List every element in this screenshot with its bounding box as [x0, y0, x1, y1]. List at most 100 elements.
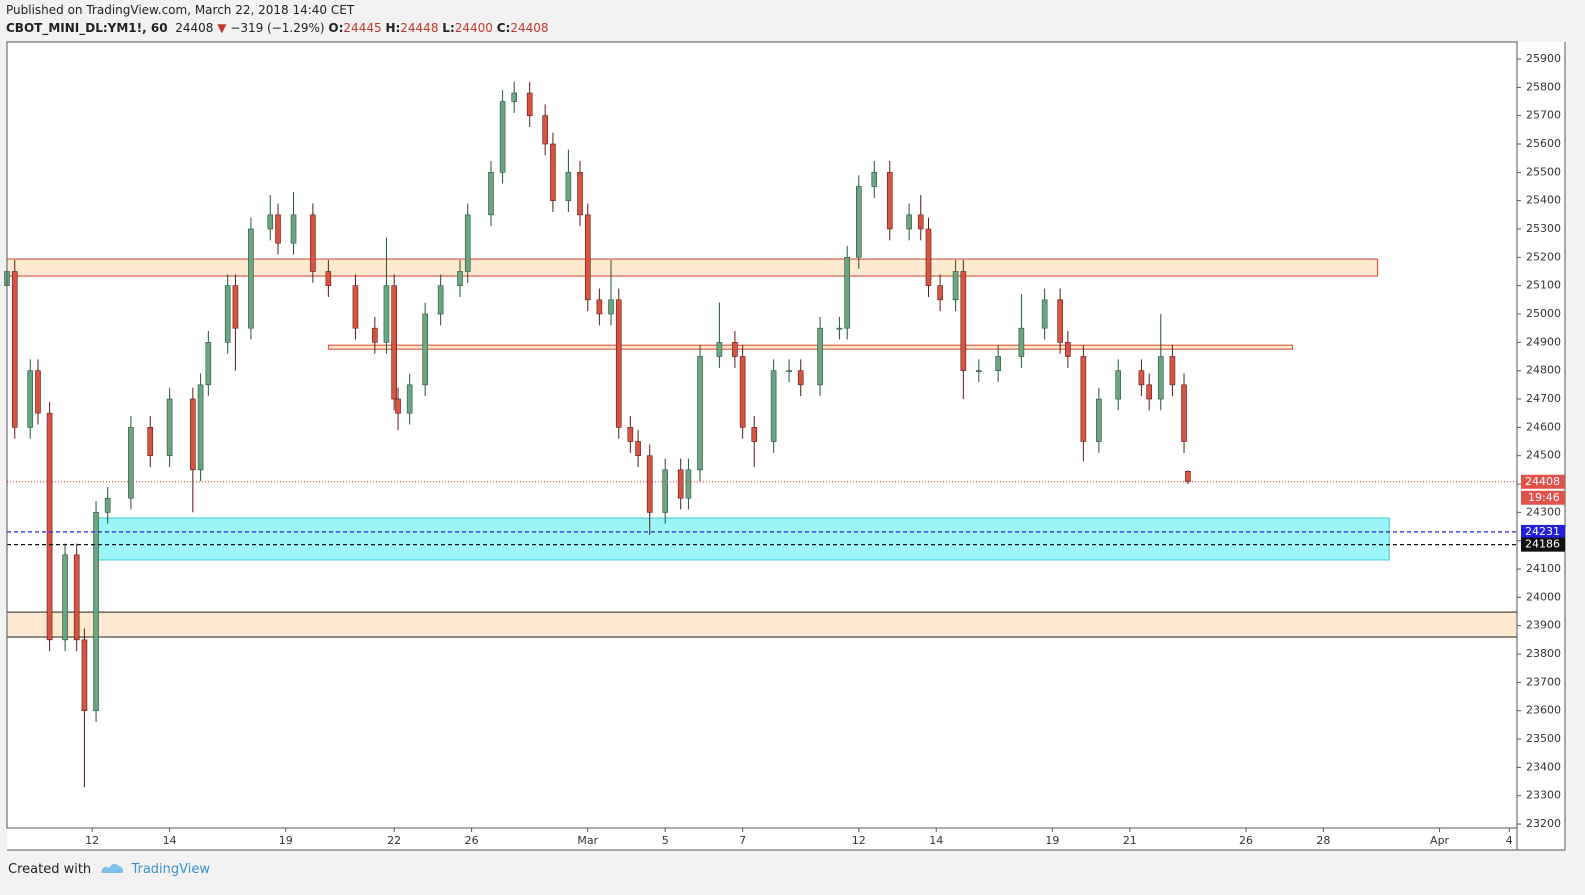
- zone: [327, 344, 1293, 350]
- change: −319 (−1.29%): [230, 21, 325, 35]
- x-tick-label: 21: [1123, 834, 1137, 847]
- y-tick-label: 25100: [1526, 279, 1561, 292]
- y-tick-label: 23700: [1526, 675, 1561, 688]
- o-label: O:: [328, 21, 344, 35]
- candle-body: [770, 370, 777, 442]
- x-tick-label: 14: [163, 834, 177, 847]
- candle-body: [697, 356, 703, 471]
- y-tick-label: 24100: [1526, 562, 1561, 575]
- l-value: 24400: [454, 21, 493, 35]
- candle-body: [976, 370, 982, 372]
- zone: [93, 517, 1390, 561]
- price-label: 24186: [1525, 538, 1560, 551]
- candle-body: [190, 398, 196, 471]
- x-tick-label: 26: [1239, 834, 1253, 847]
- candle-body: [1157, 356, 1164, 400]
- y-tick-label: 25900: [1526, 52, 1561, 65]
- candle-body: [391, 285, 397, 400]
- candle-body: [871, 172, 878, 187]
- candle-body: [310, 214, 316, 272]
- candle-body: [1146, 384, 1152, 400]
- candle-body: [565, 172, 572, 201]
- zone: [6, 611, 1518, 638]
- x-tick-label: 28: [1316, 834, 1330, 847]
- y-tick-label: 23400: [1526, 760, 1561, 773]
- candle-body: [952, 271, 959, 301]
- y-tick-label: 25500: [1526, 165, 1561, 178]
- candle-body: [635, 441, 641, 456]
- candle-body: [406, 384, 413, 414]
- candle-body: [836, 327, 843, 330]
- candle-body: [248, 228, 254, 329]
- candle-body: [937, 285, 943, 301]
- candle-body: [906, 214, 912, 230]
- candle-body: [46, 412, 53, 641]
- o-value: 24445: [343, 21, 382, 35]
- candle-body: [104, 497, 111, 513]
- price-label-bg: [1521, 537, 1565, 552]
- y-tick-label: 24800: [1526, 364, 1561, 377]
- candle-body: [372, 327, 378, 343]
- l-label: L:: [442, 21, 455, 35]
- footer: Created with TradingView: [8, 859, 210, 877]
- candle-body: [325, 271, 332, 286]
- candle-body: [267, 214, 274, 230]
- candle-body: [1065, 342, 1071, 357]
- candle-body: [128, 427, 134, 499]
- candle-body: [732, 342, 738, 357]
- y-tick-label: 25200: [1526, 250, 1561, 263]
- candle-body: [662, 469, 669, 513]
- last-price: 24408: [175, 21, 214, 35]
- candle-body: [81, 639, 88, 711]
- c-label: C:: [496, 21, 511, 35]
- candle-body: [383, 285, 390, 343]
- candle-body: [917, 214, 924, 230]
- candle-body: [797, 370, 804, 386]
- candle-body: [11, 271, 18, 428]
- candle-body: [488, 172, 494, 216]
- candle-body: [232, 285, 239, 329]
- candle-body: [751, 427, 758, 442]
- x-tick-label: 26: [465, 834, 479, 847]
- brand[interactable]: TradingView: [131, 862, 210, 877]
- price-label: 24408: [1525, 475, 1560, 488]
- candle-body: [1115, 370, 1122, 400]
- y-tick-label: 25400: [1526, 194, 1561, 207]
- chart-bg: [7, 42, 1565, 850]
- candle-body: [1057, 299, 1063, 343]
- candle-body: [685, 469, 692, 499]
- candle-body: [1018, 327, 1025, 357]
- candle-body: [995, 356, 1001, 371]
- candle-body: [511, 92, 518, 102]
- x-tick-label: 22: [387, 834, 401, 847]
- candle-body: [224, 285, 231, 343]
- x-tick-label: 19: [1045, 834, 1059, 847]
- candle-body: [596, 299, 603, 315]
- countdown: 19:46: [1528, 491, 1560, 504]
- x-tick-label: 14: [929, 834, 943, 847]
- y-tick-label: 24700: [1526, 392, 1561, 405]
- candle-body: [646, 455, 653, 513]
- y-tick-label: 23800: [1526, 647, 1561, 660]
- candle-body: [615, 299, 622, 428]
- y-tick-label: 25000: [1526, 307, 1561, 320]
- candle-body: [147, 427, 154, 456]
- candle-body: [197, 384, 204, 471]
- candle-body: [1138, 370, 1145, 386]
- y-tick-label: 23600: [1526, 704, 1561, 717]
- y-tick-label: 24900: [1526, 335, 1561, 348]
- candle-body: [437, 285, 444, 315]
- h-value: 24448: [400, 21, 439, 35]
- candle-body: [352, 285, 359, 329]
- countdown-bg: [1521, 490, 1565, 505]
- candle-body: [35, 370, 41, 414]
- x-tick-label: 7: [739, 834, 746, 847]
- candle-body: [395, 398, 401, 414]
- y-tick-label: 23300: [1526, 789, 1561, 802]
- c-value: 24408: [510, 21, 549, 35]
- candle-body: [925, 228, 932, 286]
- candle-body: [422, 313, 428, 386]
- candle-body: [677, 469, 684, 499]
- candle-body: [27, 370, 34, 428]
